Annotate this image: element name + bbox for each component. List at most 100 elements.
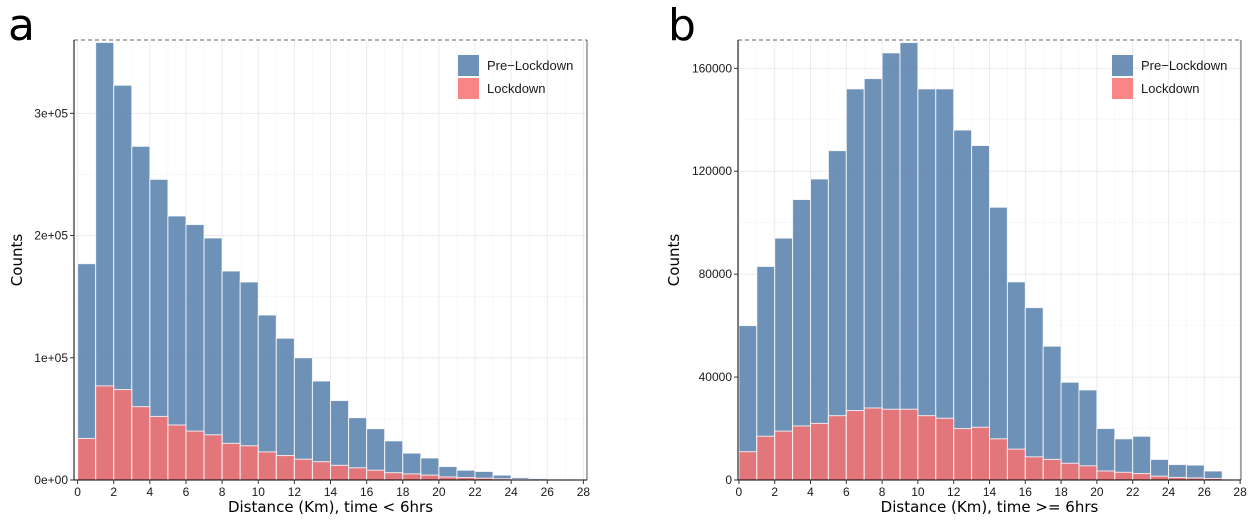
bar-lockdown [239,445,259,481]
bar-lockdown [384,472,404,481]
bar-lockdown [1024,456,1044,481]
bar-lockdown [756,435,776,481]
bar-lockdown [131,406,151,481]
panel-label: b [668,0,696,51]
x-tick-label: 18 [396,485,410,499]
x-tick-label: 22 [1126,485,1140,499]
bar-lockdown [1006,448,1026,481]
x-tick-label: 16 [360,485,374,499]
y-tick-label: 0e+00 [34,473,68,487]
x-axis-title: Distance (Km), time >= 6hrs [881,498,1099,516]
bar-lockdown [989,438,1008,481]
y-tick-label: 2e+05 [34,229,68,243]
bar-lockdown [330,464,350,481]
x-tick-label: 20 [432,485,446,499]
bar-pre-lockdown [1024,307,1044,481]
y-tick-label: 0 [725,473,732,487]
x-tick-label: 28 [577,485,591,499]
bar-lockdown [863,407,883,481]
x-tick-label: 2 [771,485,778,499]
bar-lockdown [203,434,223,481]
legend-swatch-lockdown [458,78,479,99]
x-tick-label: 26 [541,485,555,499]
x-tick-label: 10 [911,485,925,499]
bar-lockdown [293,458,313,481]
y-axis-title: Counts [665,234,683,287]
bar-lockdown [311,461,331,481]
bar-lockdown [827,415,847,481]
bar-lockdown [1060,462,1080,481]
legend-label-lockdown: Lockdown [1141,81,1200,96]
x-tick-label: 4 [807,485,814,499]
bar-lockdown [935,417,955,481]
bar-lockdown [774,430,794,481]
y-tick-label: 120000 [692,164,732,178]
bar-lockdown [881,408,901,481]
bar-lockdown [113,389,133,481]
bar-lockdown [420,474,440,481]
bar-lockdown [257,451,277,481]
bar-lockdown [899,408,919,481]
bar-lockdown [366,469,386,481]
x-tick-label: 26 [1198,485,1212,499]
bar-lockdown [348,467,368,481]
x-tick-label: 20 [1090,485,1104,499]
legend-label-lockdown: Lockdown [487,81,546,96]
panel-label: a [8,0,35,51]
x-tick-label: 4 [147,485,154,499]
x-tick-label: 24 [504,485,518,499]
x-tick-label: 6 [843,485,850,499]
legend-swatch-pre-lockdown [458,55,479,76]
bar-lockdown [809,422,829,481]
chart-panel-a: 0 2 4 6 8 10 12 14 16 18 20 22 24 26 280e+001e+052e+05… [8,0,590,516]
y-tick-label: 1e+05 [34,351,68,365]
bar-lockdown [77,437,97,481]
bar-lockdown [95,385,115,481]
y-tick-label: 40000 [699,370,733,384]
x-tick-label: 12 [288,485,302,499]
y-axis-title: Counts [8,234,26,287]
bar-lockdown [738,451,758,481]
x-tick-label: 16 [1019,485,1033,499]
x-tick-label: 8 [219,485,226,499]
bar-lockdown [845,410,865,481]
x-tick-label: 6 [183,485,190,499]
legend-swatch-pre-lockdown [1112,55,1133,76]
x-tick-label: 12 [947,485,961,499]
x-tick-label: 2 [110,485,117,499]
x-axis-title: Distance (Km), time < 6hrs [228,498,433,516]
legend-label-pre-lockdown: Pre−Lockdown [1141,58,1227,73]
legend-swatch-lockdown [1112,78,1133,99]
legend-label-pre-lockdown: Pre−Lockdown [487,58,573,73]
chart-panel-b: 0 2 4 6 8 10 12 14 16 18 20 22 24 26 28040000800001200… [665,0,1247,516]
bar-lockdown [971,426,991,481]
bar-lockdown [1096,470,1116,481]
bar-lockdown [167,424,187,481]
bar-lockdown [1132,473,1152,481]
bar-lockdown [1114,471,1134,481]
x-tick-label: 22 [468,485,482,499]
x-tick-label: 8 [879,485,886,499]
x-tick-label: 10 [252,485,266,499]
x-tick-label: 0 [74,485,81,499]
x-tick-label: 0 [736,485,743,499]
y-tick-label: 160000 [692,61,732,75]
bar-lockdown [1150,475,1170,481]
x-tick-label: 24 [1162,485,1176,499]
x-tick-label: 14 [983,485,997,499]
x-tick-label: 18 [1054,485,1068,499]
bar-lockdown [1078,465,1098,481]
bar-lockdown [402,473,422,481]
bar-lockdown [185,430,205,481]
x-tick-label: 28 [1233,485,1247,499]
bar-lockdown [275,455,295,481]
y-tick-label: 80000 [699,267,733,281]
bar-lockdown [792,425,811,481]
bar-lockdown [917,415,937,481]
bar-lockdown [149,415,169,481]
bar-lockdown [1042,458,1062,481]
bar-lockdown [953,428,973,481]
y-tick-label: 3e+05 [34,106,68,120]
